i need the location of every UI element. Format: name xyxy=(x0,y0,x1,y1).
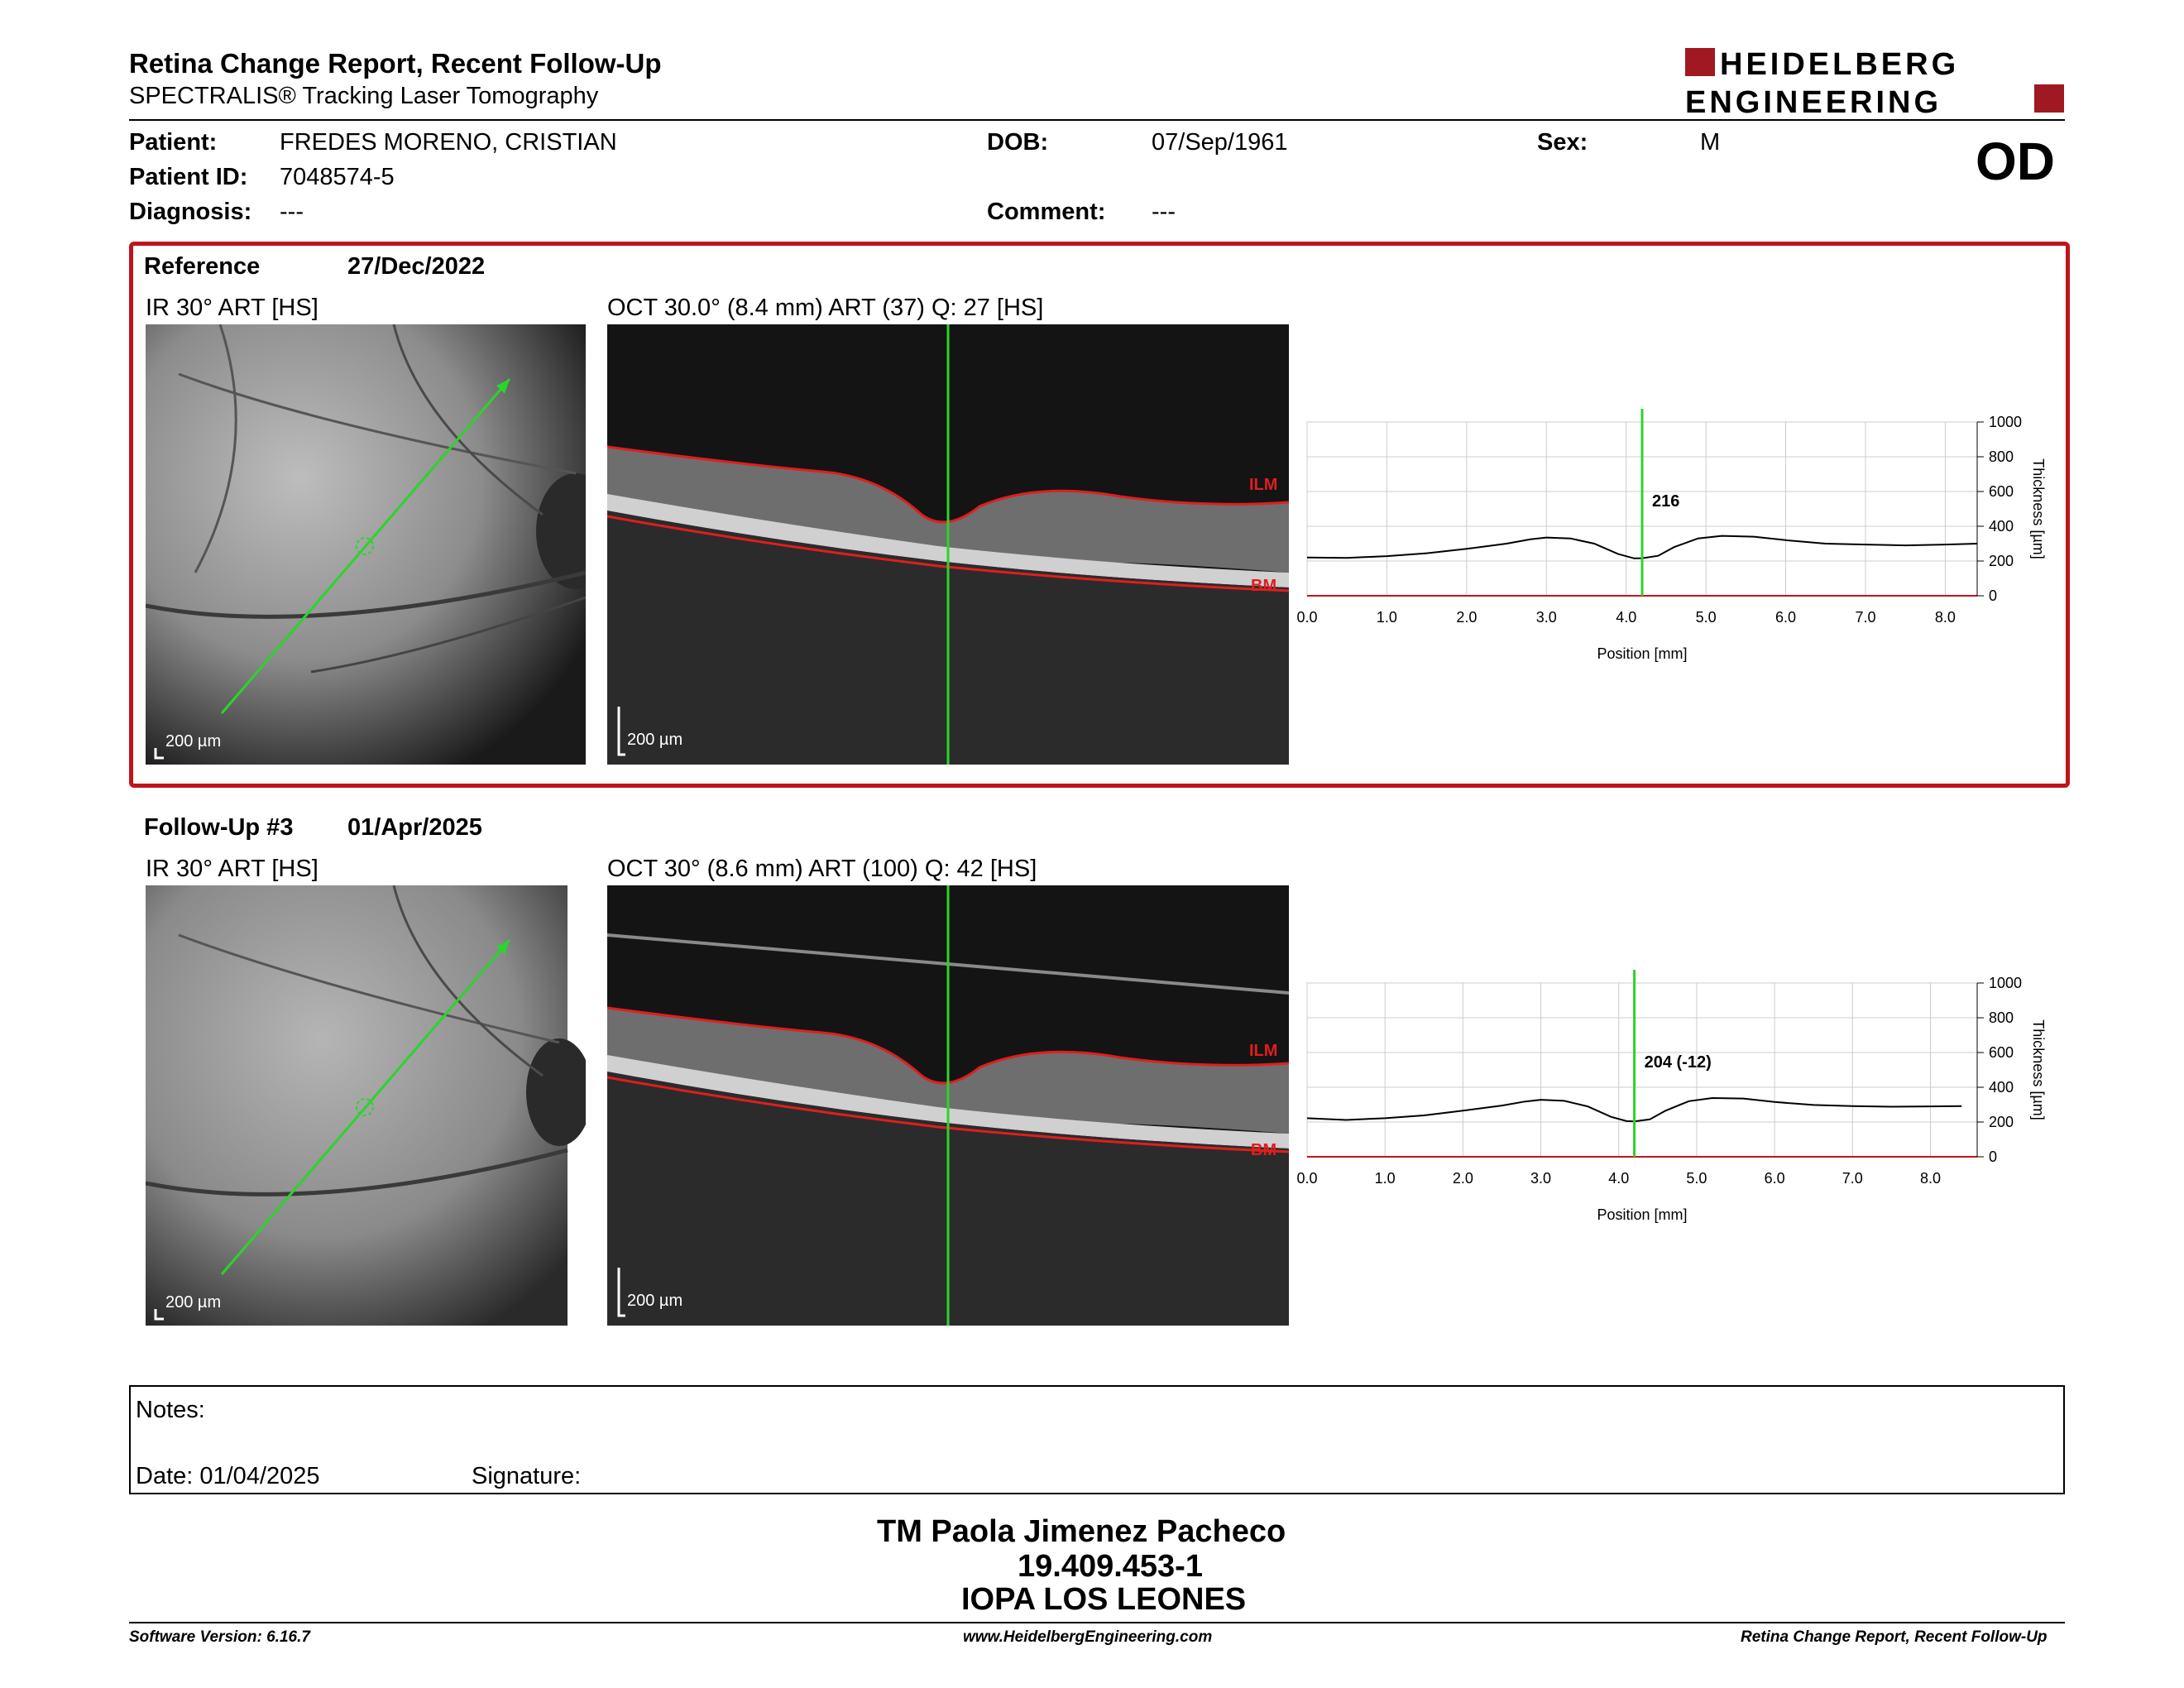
reference-thickness-line xyxy=(1306,535,1978,559)
followup-y-axis-label: Thickness [µm] xyxy=(2030,1019,2047,1120)
sex-label: Sex: xyxy=(1537,129,1588,156)
chart-x-tick-label: 3.0 xyxy=(1536,609,1557,626)
reference-label: Reference xyxy=(144,253,261,280)
notes-label: Notes: xyxy=(136,1397,205,1423)
followup-ir-image: 200 µm xyxy=(146,885,586,1326)
reference-ilm-label: ILM xyxy=(1249,476,1277,494)
logo-line1: HEIDELBERG xyxy=(1720,47,1959,82)
followup-thickness-line xyxy=(1306,1096,1962,1123)
chart-x-tick-label: 6.0 xyxy=(1765,1170,1785,1187)
eye-indicator: OD xyxy=(1976,132,2055,191)
chart-y-tick-label: 800 xyxy=(1989,1009,2014,1026)
chart-x-tick-label: 8.0 xyxy=(1935,609,1956,626)
signer-rut: 19.409.453-1 xyxy=(1018,1549,1203,1584)
comment-label: Comment: xyxy=(987,199,1106,225)
report-title: Retina Change Report, Recent Follow-Up xyxy=(129,48,662,79)
followup-ilm-label: ILM xyxy=(1249,1042,1277,1060)
patient-id-label: Patient ID: xyxy=(129,164,248,190)
chart-x-tick-label: 4.0 xyxy=(1608,1170,1629,1187)
patient-id-value: 7048574-5 xyxy=(280,164,395,190)
footer-divider xyxy=(129,1622,2065,1623)
followup-bm-label: BM xyxy=(1251,1141,1276,1159)
reference-ir-image: 200 µm xyxy=(146,324,586,765)
chart-x-tick-label: 6.0 xyxy=(1775,609,1796,626)
sex-value: M xyxy=(1700,129,1721,156)
chart-plot-area xyxy=(1306,982,1978,1158)
header-divider xyxy=(129,119,2065,121)
logo-square-bottom xyxy=(2034,84,2064,113)
notes-box xyxy=(129,1385,2065,1494)
followup-oct-image: ILM BM 200 µm xyxy=(607,885,1289,1326)
chart-y-tick-label: 200 xyxy=(1989,553,2014,569)
followup-ir-label: IR 30° ART [HS] xyxy=(146,856,318,882)
diagnosis-label: Diagnosis: xyxy=(129,199,252,225)
chart-y-tick-label: 1000 xyxy=(1989,414,2022,430)
footer-report-name: Retina Change Report, Recent Follow-Up xyxy=(1741,1628,2048,1646)
footer-website[interactable]: www.HeidelbergEngineering.com xyxy=(963,1628,1213,1646)
patient-name: FREDES MORENO, CRISTIAN xyxy=(280,129,617,156)
followup-oct-label: OCT 30° (8.6 mm) ART (100) Q: 42 [HS] xyxy=(607,856,1037,882)
reference-ir-scale: 200 µm xyxy=(165,732,221,750)
chart-x-tick-label: 0.0 xyxy=(1296,609,1317,626)
reference-oct-label: OCT 30.0° (8.4 mm) ART (37) Q: 27 [HS] xyxy=(607,295,1044,321)
reference-thickness-chart: 0.0 1.0 2.0 3.0 4.0 5.0 6.0 7.0 8.0 0 200 400 600 800… xyxy=(1296,409,2047,662)
chart-x-tick-label: 0.0 xyxy=(1296,1170,1317,1187)
chart-x-tick-label: 3.0 xyxy=(1530,1170,1551,1187)
reference-x-axis-label: Position [mm] xyxy=(1597,645,1687,662)
chart-y-tick-label: 0 xyxy=(1989,587,1997,604)
comment-value: --- xyxy=(1152,199,1176,225)
chart-x-tick-label: 2.0 xyxy=(1453,1170,1473,1187)
reference-oct-image: ILM BM 200 µm xyxy=(607,324,1289,765)
reference-bm-label: BM xyxy=(1251,577,1276,595)
followup-label: Follow-Up #3 xyxy=(144,814,294,841)
chart-y-tick-label: 600 xyxy=(1989,483,2014,500)
followup-thickness-chart: 0.0 1.0 2.0 3.0 4.0 5.0 6.0 7.0 8.0 0 200 400 600 800… xyxy=(1296,970,2047,1223)
footer-software-version: Software Version: 6.16.7 xyxy=(129,1628,310,1646)
signer-org: IOPA LOS LEONES xyxy=(961,1582,1247,1617)
logo-square-top xyxy=(1685,48,1715,76)
followup-date: 01/Apr/2025 xyxy=(347,814,482,841)
chart-x-tick-label: 5.0 xyxy=(1696,609,1717,626)
signer-name: TM Paola Jimenez Pacheco xyxy=(877,1514,1286,1549)
followup-marker-value: 204 (-12) xyxy=(1645,1053,1712,1072)
followup-ir-scale: 200 µm xyxy=(165,1293,221,1312)
patient-label: Patient: xyxy=(129,129,218,156)
notes-date: Date: 01/04/2025 xyxy=(136,1463,320,1489)
chart-y-tick-label: 600 xyxy=(1989,1044,2014,1061)
reference-ir-label: IR 30° ART [HS] xyxy=(146,295,318,321)
chart-y-tick-label: 1000 xyxy=(1989,975,2022,991)
chart-y-tick-label: 400 xyxy=(1989,518,2014,535)
diagnosis-value: --- xyxy=(280,199,304,225)
reference-oct-scale: 200 µm xyxy=(627,731,682,749)
chart-y-tick-label: 800 xyxy=(1989,448,2014,465)
dob-value: 07/Sep/1961 xyxy=(1152,129,1288,156)
logo-line2: ENGINEERING xyxy=(1685,85,1942,116)
chart-y-tick-label: 400 xyxy=(1989,1079,2014,1096)
chart-x-tick-label: 1.0 xyxy=(1377,609,1397,626)
chart-x-tick-label: 1.0 xyxy=(1375,1170,1396,1187)
followup-oct-scale: 200 µm xyxy=(627,1292,682,1310)
reference-y-axis-label: Thickness [µm] xyxy=(2030,458,2047,559)
chart-x-tick-label: 4.0 xyxy=(1616,609,1636,626)
chart-y-tick-label: 200 xyxy=(1989,1114,2014,1130)
chart-x-tick-label: 7.0 xyxy=(1855,609,1875,626)
signature-label: Signature: xyxy=(472,1463,582,1489)
report-subtitle: SPECTRALIS® Tracking Laser Tomography xyxy=(129,83,599,109)
reference-date: 27/Dec/2022 xyxy=(347,253,486,280)
reference-marker-value: 216 xyxy=(1652,492,1679,511)
chart-y-tick-label: 0 xyxy=(1989,1149,1997,1165)
reference-section-box xyxy=(129,242,2070,788)
chart-x-tick-label: 2.0 xyxy=(1456,609,1477,626)
chart-x-tick-label: 5.0 xyxy=(1686,1170,1707,1187)
dob-label: DOB: xyxy=(987,129,1049,156)
followup-x-axis-label: Position [mm] xyxy=(1597,1206,1687,1223)
chart-x-tick-label: 7.0 xyxy=(1842,1170,1863,1187)
heidelberg-logo: HEIDELBERG ENGINEERING xyxy=(1685,47,2064,116)
chart-x-tick-label: 8.0 xyxy=(1920,1170,1941,1187)
